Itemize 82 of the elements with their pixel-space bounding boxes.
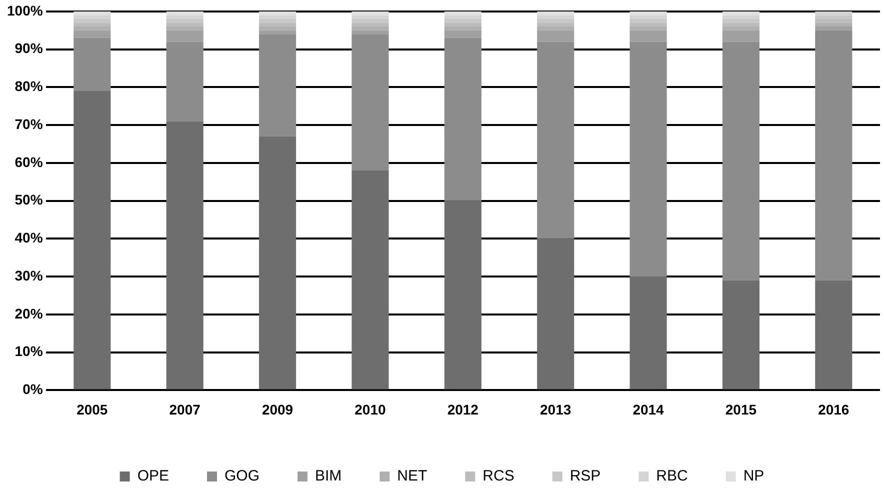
bar [74,30,111,38]
bar [352,30,389,34]
bar [630,11,667,16]
x-tick-label: 2007 [169,401,201,418]
bar [815,22,852,27]
legend-label: OPE [137,468,170,485]
bar [258,11,296,16]
legend-label: NP [743,468,764,485]
legend-label: GOG [224,468,260,485]
bar [537,238,574,390]
x-tick-label: 2005 [76,401,108,418]
bar [444,11,482,16]
bar [74,38,111,91]
bar [258,18,296,23]
bar [815,11,852,16]
x-tick-label: 2016 [818,401,850,418]
bar [537,42,574,239]
x-tick-label: 2012 [447,401,479,418]
y-tick-label: 50% [14,192,44,208]
y-tick-label: 60% [14,154,44,170]
legend-label: RSP [570,468,601,485]
legend-label: RBC [656,468,688,485]
y-tick-label: 10% [14,343,44,360]
bar [444,38,482,201]
bar [258,30,296,34]
bar [166,42,204,122]
bar [352,18,389,23]
y-tick-label: 90% [14,40,44,56]
bar [444,30,482,38]
bar [722,18,760,23]
bar [537,11,574,16]
x-tick-label: 2015 [725,401,757,418]
bar [258,136,296,390]
bar [166,121,204,390]
x-tick-label: 2009 [262,401,294,418]
bar [74,90,111,390]
bar [352,170,389,390]
bar [722,11,760,16]
bar [630,22,667,27]
legend-label: RCS [482,468,514,485]
bar [74,11,111,16]
bar [166,22,204,27]
bar [630,18,667,23]
y-tick-label: 30% [14,267,44,284]
bar [444,22,482,27]
bar [166,30,204,42]
bar [258,34,296,136]
y-tick-label: 20% [14,305,44,322]
bar [444,200,482,390]
y-tick-label: 40% [14,230,44,246]
bar [537,22,574,27]
bar [815,30,852,280]
bar [630,42,667,277]
bar [722,22,760,27]
legend-label: NET [397,468,428,485]
x-tick-label: 2013 [540,401,572,418]
bar [537,18,574,23]
bar [537,30,574,42]
bar [74,18,111,23]
y-tick-label: 0% [22,381,44,398]
x-tick-label: 2010 [354,401,386,418]
bar [258,22,296,27]
bar [815,18,852,23]
bar [815,26,852,30]
y-tick-label: 70% [14,116,44,132]
y-tick-label: 80% [14,78,44,94]
bar [722,42,760,280]
bar [74,22,111,27]
bar [722,30,760,42]
bar [352,11,389,16]
legend-label: BIM [314,468,342,485]
bar [166,11,204,16]
bar [352,22,389,27]
x-tick-label: 2014 [632,401,664,418]
bar [444,18,482,23]
bar [166,18,204,23]
bar [352,34,389,170]
bar [630,30,667,42]
bar [630,276,667,390]
y-tick-label: 100% [6,2,44,18]
bar [815,280,852,390]
bar [722,280,760,390]
